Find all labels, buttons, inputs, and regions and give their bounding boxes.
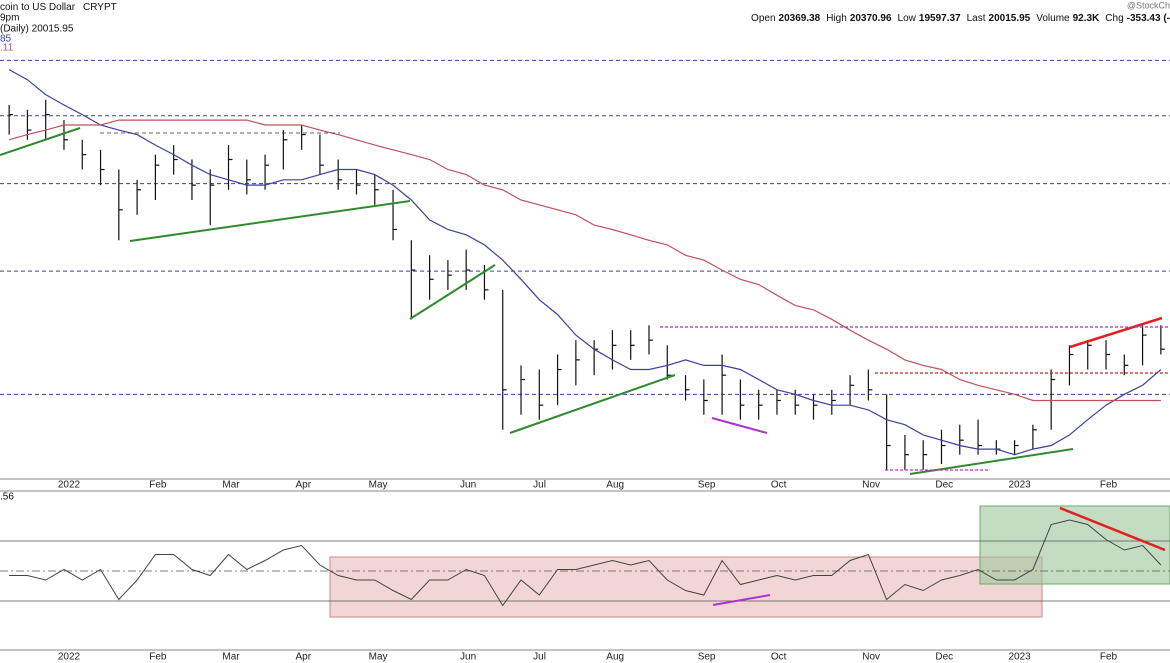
moving-average-line (8, 119, 1161, 402)
x-tick-label: Feb (1100, 480, 1118, 491)
x-tick-label: Jun (460, 480, 476, 491)
x-tick-label: Jun (460, 652, 476, 663)
x-tick-label: Aug (606, 480, 624, 491)
trendline (1069, 316, 1163, 349)
x-tick-label: Sep (698, 480, 716, 491)
trendline (712, 594, 771, 606)
exchange: CRYPT (83, 2, 117, 13)
x-tick-label: Dec (935, 480, 953, 491)
x-tick-label: Sep (698, 652, 716, 663)
trendline (1059, 506, 1166, 552)
x-tick-label: May (369, 480, 388, 491)
quote-label: High (826, 13, 847, 24)
credit: @StockCh (1127, 0, 1170, 10)
quote-label: Open (751, 13, 775, 24)
x-tick-label: Oct (771, 652, 787, 663)
trendline (0, 127, 81, 156)
trendline (711, 417, 768, 434)
x-tick-label: 2023 (1008, 480, 1031, 491)
moving-average-line (8, 69, 1162, 456)
symbol-name: coin to US Dollar (0, 2, 76, 13)
x-tick-label: 2023 (1008, 652, 1031, 663)
trendline (509, 374, 676, 434)
quote-label: Low (898, 13, 917, 24)
x-tick-label: Nov (862, 480, 880, 491)
annotations (0, 127, 1170, 606)
x-tick-label: Apr (296, 480, 312, 491)
x-tick-label: Nov (862, 652, 880, 663)
symbol-name: coin to US Dollar CRYPT (0, 2, 117, 13)
x-tick-label: Apr (296, 652, 312, 663)
rsi-label: .56 (0, 492, 14, 503)
quote-value: 19597.37 (919, 13, 961, 24)
x-tick-label: 2022 (58, 480, 81, 491)
quote-value: -353.43 (- (1127, 13, 1170, 24)
x-tick-label: Jul (533, 652, 546, 663)
x-tick-label: Oct (771, 480, 787, 491)
quote-label: Last (967, 13, 986, 24)
quote-value: 92.3K (1073, 13, 1100, 24)
x-tick-label: 2022 (58, 652, 81, 663)
x-tick-label: May (369, 652, 388, 663)
bullish-range-box (979, 505, 1170, 585)
ma-long-label: .11 (0, 43, 14, 54)
marks: 2022 Feb Mar Apr May Jun Jul Aug Sep Oct Nov Dec 202… (0, 59, 1170, 663)
quote-value: 20015.95 (989, 13, 1031, 24)
x-tick-label: Jul (533, 480, 546, 491)
trendline (129, 200, 411, 242)
trendline (409, 264, 496, 320)
daily-price: (Daily) 20015.95 (0, 24, 74, 35)
x-tick-label: Mar (222, 652, 240, 663)
x-tick-label: Feb (1100, 652, 1118, 663)
quote-label: Chg (1105, 13, 1123, 24)
quote-label: Volume (1036, 13, 1070, 24)
rsi-line (9, 519, 1162, 607)
bearish-range-box (329, 556, 1043, 618)
quote-value: 20370.96 (850, 13, 892, 24)
x-tick-label: Aug (606, 652, 624, 663)
time: 9pm (0, 13, 19, 24)
x-tick-label: Mar (222, 480, 240, 491)
x-tick-label: Feb (149, 652, 167, 663)
quote-value: 20369.38 (779, 13, 821, 24)
ma-short-label: 85 (0, 34, 12, 45)
x-tick-label: Feb (149, 480, 167, 491)
quote: Open 20369.38 High 20370.96 Low 19597.37 Last 2… (751, 13, 1170, 24)
x-tick-label: Dec (935, 652, 953, 663)
